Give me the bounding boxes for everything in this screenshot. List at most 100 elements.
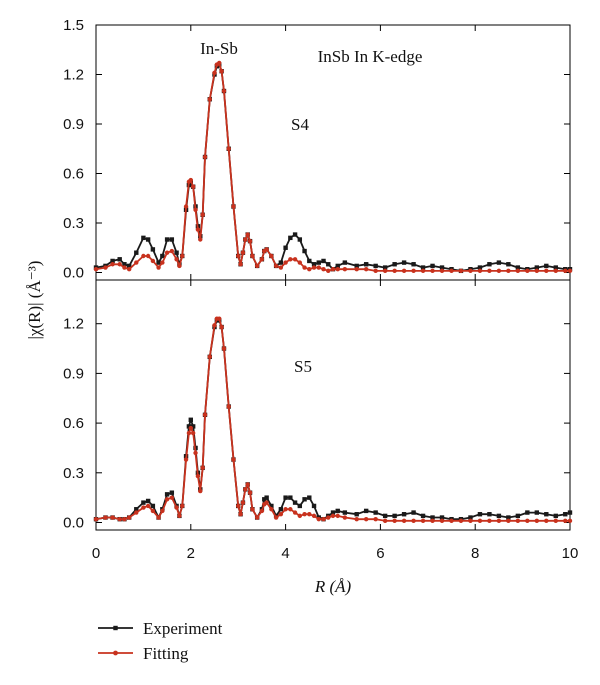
point-fitting (363, 516, 369, 522)
point-fitting (250, 507, 255, 512)
point-experiment (292, 500, 298, 505)
point-fitting (122, 516, 127, 522)
point-fitting (264, 247, 269, 252)
point-fitting (373, 268, 378, 274)
point-fitting (200, 465, 205, 471)
point-experiment (506, 515, 511, 520)
point-experiment (110, 258, 115, 264)
point-experiment (283, 245, 288, 250)
annotation: S4 (291, 115, 309, 134)
point-fitting (207, 354, 212, 360)
point-experiment (278, 260, 284, 265)
x-axis-label: R (Å) (314, 577, 352, 596)
point-fitting (238, 262, 243, 267)
point-experiment (354, 512, 359, 517)
point-experiment (150, 247, 156, 252)
point-fitting (156, 265, 161, 270)
point-experiment (373, 263, 378, 269)
point-fitting (236, 503, 241, 509)
legend-label-experiment: Experiment (143, 619, 223, 638)
point-experiment (311, 262, 317, 267)
point-fitting (307, 512, 312, 517)
point-fitting (247, 490, 253, 495)
point-fitting (288, 257, 293, 262)
point-experiment (164, 492, 170, 497)
point-experiment (302, 497, 307, 502)
point-fitting (382, 518, 388, 524)
point-fitting (259, 508, 265, 514)
point-fitting (160, 508, 165, 514)
point-experiment (141, 235, 146, 241)
point-fitting (217, 60, 222, 66)
point-fitting (202, 412, 208, 418)
point-fitting (354, 516, 359, 522)
point-experiment (264, 495, 269, 500)
point-experiment (420, 513, 426, 519)
point-experiment (430, 263, 435, 269)
point-fitting (316, 265, 321, 270)
annotation: In-Sb (200, 39, 238, 58)
point-fitting (141, 253, 146, 259)
point-fitting (219, 69, 224, 74)
point-experiment (316, 260, 321, 265)
point-experiment (468, 515, 473, 520)
point-fitting (141, 505, 146, 510)
point-fitting (254, 515, 260, 520)
point-fitting (217, 316, 222, 321)
x-tick-label-0: 0 (92, 545, 100, 562)
point-fitting (190, 184, 196, 189)
point-experiment (430, 515, 435, 520)
point-fitting (506, 518, 511, 524)
point-experiment (283, 495, 288, 500)
y-tick-label: 1.2 (63, 316, 84, 333)
point-experiment (134, 250, 139, 255)
point-fitting (164, 250, 170, 255)
point-experiment (288, 495, 293, 500)
point-experiment (117, 257, 122, 262)
point-fitting (335, 267, 340, 272)
point-fitting (212, 70, 217, 76)
point-fitting (373, 516, 378, 522)
point-fitting (103, 265, 108, 270)
point-fitting (183, 204, 189, 209)
point-experiment (169, 490, 175, 495)
x-tick-label-4: 4 (281, 545, 289, 562)
point-fitting (430, 268, 435, 274)
point-fitting (326, 268, 331, 274)
point-experiment (411, 510, 416, 515)
point-fitting (150, 508, 156, 514)
point-experiment (335, 508, 340, 514)
point-fitting (117, 516, 122, 522)
series-fitting-line-panel-2 (95, 317, 570, 522)
point-experiment (307, 258, 312, 264)
point-experiment (307, 495, 312, 500)
point-fitting (93, 267, 99, 272)
point-experiment (496, 513, 502, 519)
point-fitting (382, 268, 388, 274)
point-fitting (292, 257, 298, 262)
point-fitting (553, 518, 558, 524)
point-fitting (316, 516, 321, 522)
point-fitting (212, 323, 217, 328)
point-experiment (515, 265, 521, 270)
point-fitting (264, 500, 269, 505)
point-fitting (117, 262, 122, 267)
point-fitting (273, 515, 279, 520)
point-fitting (449, 268, 454, 274)
point-fitting (250, 253, 255, 259)
point-experiment (373, 510, 378, 515)
point-fitting (477, 518, 483, 524)
point-experiment (439, 265, 445, 270)
point-fitting (195, 227, 201, 232)
point-fitting (283, 260, 288, 265)
point-fitting (110, 515, 115, 520)
y-tick-label: 0.3 (63, 215, 84, 232)
point-fitting (307, 267, 312, 272)
x-tick-label-10: 10 (562, 545, 579, 562)
point-experiment (534, 510, 540, 515)
point-fitting (198, 488, 203, 494)
point-experiment (477, 512, 483, 517)
point-fitting (174, 257, 179, 262)
point-experiment (534, 265, 540, 270)
point-fitting (411, 268, 416, 274)
